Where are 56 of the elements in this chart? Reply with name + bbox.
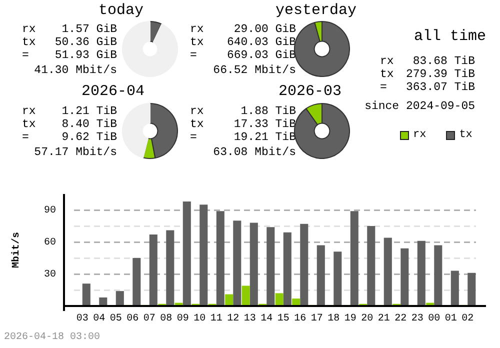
text: 57.17 Mbit/s — [34, 146, 117, 159]
x-tick-label: 01 — [444, 314, 457, 325]
y-tick-label: 30 — [44, 270, 56, 281]
chart-title: today — [97, 2, 144, 19]
text: rx 1.88 TiB — [190, 105, 296, 118]
x-tick-label: 06 — [126, 314, 139, 325]
x-tick-label: 09 — [176, 314, 189, 325]
text: since 2024-09-05 — [364, 100, 475, 113]
x-tick-label: 04 — [93, 314, 106, 325]
x-tick-label: 18 — [328, 314, 340, 325]
x-tick-label: 11 — [210, 314, 222, 325]
text: tx 640.03 GiB — [190, 36, 296, 48]
chart-title: 2026-04 — [80, 83, 146, 100]
x-tick-label: 21 — [378, 314, 390, 325]
text: rx 83.68 TiB — [380, 55, 475, 68]
text: tx 279.39 TiB — [380, 68, 475, 81]
y-tick-label: 90 — [44, 206, 56, 217]
x-tick-label: 15 — [277, 314, 290, 325]
legend-label: tx — [459, 129, 472, 141]
x-tick-label: 13 — [244, 314, 256, 325]
text: rx 1.21 TiB — [22, 105, 117, 118]
x-tick-label: 14 — [260, 314, 273, 325]
x-tick-label: 07 — [143, 314, 156, 325]
x-tick-label: 17 — [310, 314, 323, 325]
x-tick-label: 10 — [194, 314, 206, 325]
x-tick-label: 05 — [110, 314, 122, 325]
text: = 9.62 TiB — [22, 131, 117, 144]
text: rx 1.57 GiB — [22, 23, 117, 36]
x-tick-label: 19 — [344, 314, 356, 325]
text: = 51.93 GiB — [22, 49, 117, 62]
x-tick-label: 23 — [411, 314, 424, 325]
x-tick-label: 00 — [428, 314, 440, 325]
x-tick-label: 16 — [294, 314, 306, 325]
text: tx 8.40 TiB — [22, 118, 117, 130]
x-tick-label: 08 — [160, 314, 172, 325]
text: = 363.07 TiB — [380, 81, 475, 94]
legend-label: rx — [413, 129, 426, 141]
text: tx 17.33 TiB — [190, 118, 296, 130]
text: 66.52 Mbit/s — [213, 64, 296, 77]
text: 63.08 Mbit/s — [213, 146, 296, 159]
x-tick-label: 20 — [361, 314, 374, 325]
text: = 669.03 GiB — [190, 49, 296, 62]
x-tick-label: 12 — [227, 314, 240, 325]
x-tick-label: 02 — [462, 314, 474, 325]
x-tick-label: 03 — [76, 314, 88, 325]
text: 41.30 Mbit/s — [34, 64, 117, 77]
text: tx 50.36 GiB — [22, 36, 117, 48]
y-axis-title: Mbit/s — [10, 232, 23, 268]
chart-title: 2026-03 — [277, 83, 342, 100]
y-tick-label: 60 — [44, 238, 56, 249]
text: all time — [412, 28, 487, 45]
text: rx 29.00 GiB — [190, 23, 296, 36]
x-tick-label: 22 — [394, 314, 407, 325]
chart-title: yesterday — [274, 2, 358, 19]
text: = 19.21 TiB — [190, 131, 296, 144]
text: 2026-04-18 03:00 — [4, 332, 100, 343]
